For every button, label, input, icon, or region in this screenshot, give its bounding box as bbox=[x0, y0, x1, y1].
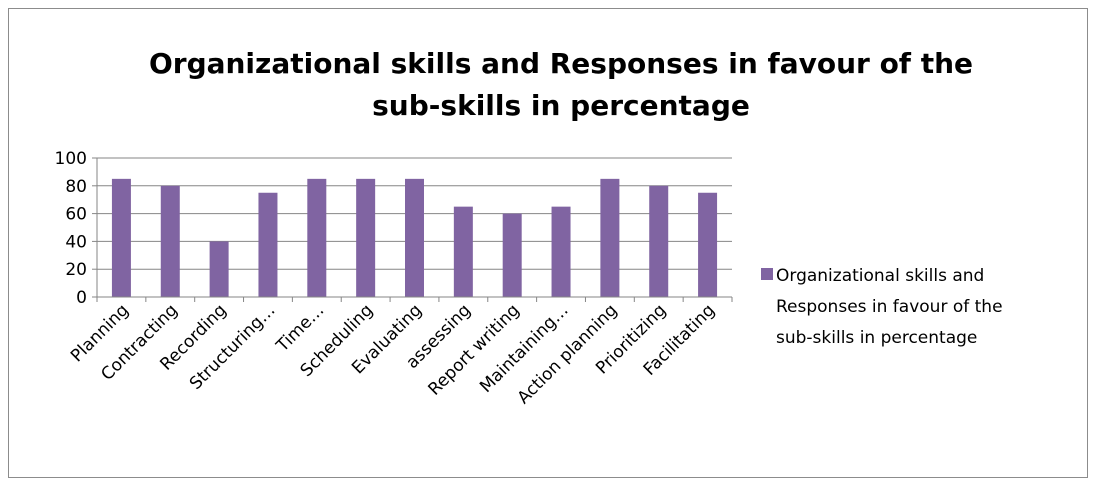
axes bbox=[92, 157, 733, 302]
bar-evaluating bbox=[405, 178, 424, 297]
bar-prioritizing bbox=[649, 185, 669, 297]
bar-report-writing bbox=[502, 213, 522, 297]
chart-frame: Organizational skills and Responses in f… bbox=[8, 8, 1088, 478]
bar-recording bbox=[209, 241, 229, 297]
y-tick-labels: 0 20 40 60 80 100 bbox=[55, 149, 87, 308]
y-tick-label: 100 bbox=[55, 149, 87, 169]
bar-assessing bbox=[453, 206, 473, 297]
chart-title: Organizational skills and Responses in f… bbox=[149, 47, 973, 122]
bar-structuring bbox=[258, 192, 278, 297]
chart-title-line-1: Organizational skills and Responses in f… bbox=[149, 47, 973, 80]
legend-label-line-3: sub-skills in percentage bbox=[776, 328, 977, 348]
chart-title-line-2: sub-skills in percentage bbox=[372, 89, 750, 122]
y-tick-label: 80 bbox=[65, 177, 87, 197]
legend: Organizational skills and Responses in f… bbox=[761, 266, 1003, 348]
y-tick-label: 60 bbox=[65, 205, 87, 225]
bar-chart: Organizational skills and Responses in f… bbox=[55, 47, 1003, 408]
y-tick-label: 40 bbox=[65, 232, 87, 252]
x-tick-label: Structuring… bbox=[186, 300, 280, 394]
bars bbox=[111, 178, 718, 297]
y-tick-label: 20 bbox=[65, 260, 87, 280]
legend-swatch bbox=[761, 268, 773, 280]
bar-action-planning bbox=[600, 178, 620, 297]
y-tick-label: 0 bbox=[76, 288, 87, 308]
legend-label-line-2: Responses in favour of the bbox=[776, 297, 1003, 317]
bar-planning bbox=[111, 178, 131, 297]
x-tick-labels: PlanningContractingRecordingStructuring…… bbox=[67, 300, 719, 408]
bar-contracting bbox=[160, 185, 180, 297]
legend-label-line-1: Organizational skills and bbox=[776, 266, 984, 286]
bar-maintaining bbox=[551, 206, 571, 297]
bar-facilitating bbox=[698, 192, 718, 297]
bar-scheduling bbox=[356, 178, 376, 297]
bar-time bbox=[307, 178, 327, 297]
